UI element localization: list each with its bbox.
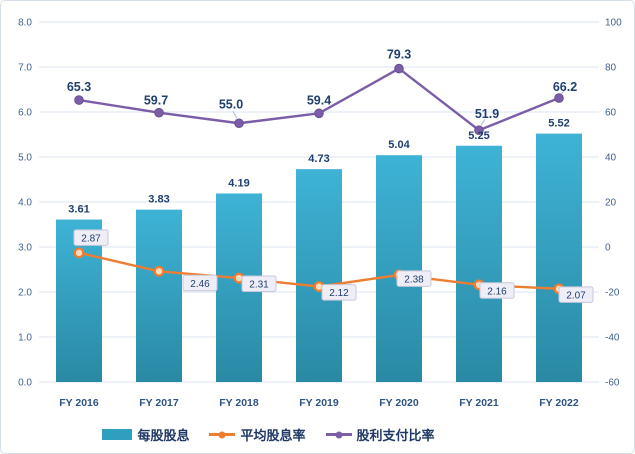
x-tick-label: FY 2018 (219, 397, 259, 409)
y-right-tick-label: -20 (605, 288, 620, 299)
avg-dividend-yield-label-box (558, 286, 594, 303)
y-right-tick-label: 100 (605, 18, 622, 29)
legend-item-average-dividend-yield: 平均股息率 (209, 425, 306, 444)
legend-label-average-dividend-yield: 平均股息率 (240, 428, 306, 443)
avg-dividend-yield-label-box (182, 274, 218, 292)
chart-legend: 每股股息 平均股息率 股利支付比率 (1, 425, 585, 444)
label-leader-line (480, 118, 486, 126)
avg-dividend-yield-label-box (479, 282, 515, 299)
payout-ratio-marker (154, 107, 164, 118)
x-tick-label: FY 2019 (299, 397, 339, 409)
avg-dividend-yield-label-box (73, 229, 109, 246)
y-left-tick-label: 6.0 (18, 108, 32, 119)
payout-ratio-marker (314, 108, 324, 119)
y-right-tick-label: 60 (605, 108, 617, 119)
avg-dividend-yield-label-box (241, 275, 277, 293)
bar-value-label: 4.19 (228, 177, 249, 189)
x-tick-label: FY 2020 (379, 397, 419, 409)
bar (456, 145, 502, 382)
avg-dividend-yield-value-label: 2.46 (190, 279, 210, 290)
bar-value-label: 5.04 (388, 139, 410, 151)
bar-value-label: 3.83 (148, 194, 169, 206)
label-leader-line (560, 90, 565, 95)
payout-ratio-marker (474, 125, 484, 136)
chart-plot-area: 65.3 59.7 55.0 59.4 79.3 51.9 66.2 3.61 3.83 4.19… (18, 18, 622, 410)
payout-ratio-value-label: 51.9 (475, 107, 499, 121)
bar (376, 155, 422, 382)
bar (136, 209, 182, 382)
y-left-tick-label: 3.0 (18, 243, 32, 254)
bar-value-label: 5.52 (548, 118, 569, 130)
orange-line-swatch (209, 431, 236, 438)
avg-dividend-yield-marker (73, 247, 85, 259)
avg-dividend-yield-value-label: 2.12 (329, 288, 349, 299)
y-right-tick-label: -60 (605, 378, 620, 389)
avg-dividend-yield-label-box (396, 270, 432, 287)
payout-ratio-marker (394, 63, 404, 74)
avg-dividend-yield-label-box (321, 284, 357, 301)
payout-ratio-marker (554, 93, 564, 103)
payout-ratio-marker (74, 95, 84, 105)
bar-value-label: 5.25 (468, 130, 489, 142)
payout-ratio-value-label: 59.4 (307, 93, 331, 107)
payout-ratio-value-label: 59.7 (144, 94, 168, 108)
bar (56, 219, 102, 382)
legend-label-payout-ratio: 股利支付比率 (356, 428, 435, 443)
avg-dividend-yield-value-label: 2.31 (249, 280, 269, 291)
avg-dividend-yield-marker (153, 265, 165, 277)
y-right-tick-label: 20 (605, 198, 617, 209)
y-right-tick-label: 40 (605, 153, 617, 164)
y-right-tick-label: -40 (605, 333, 620, 344)
bar-value-label: 4.73 (308, 153, 329, 165)
payout-ratio-value-label: 65.3 (67, 80, 91, 94)
x-tick-label: FY 2017 (139, 397, 179, 409)
bar-value-label: 3.61 (68, 204, 89, 216)
orange-marker-icon (218, 431, 226, 438)
purple-line-swatch (325, 431, 352, 438)
avg-dividend-yield-value-label: 2.16 (487, 286, 507, 297)
bar-series-swatch (102, 429, 133, 440)
bar (536, 133, 582, 382)
payout-ratio-value-label: 79.3 (387, 48, 411, 62)
y-left-tick-label: 5.0 (18, 153, 32, 164)
legend-item-dividend-per-share: 每股股息 (102, 425, 189, 444)
x-tick-label: FY 2016 (59, 397, 99, 409)
bar (296, 169, 342, 382)
payout-ratio-value-label: 66.2 (553, 80, 577, 94)
avg-dividend-yield-value-label: 2.38 (404, 275, 424, 286)
y-right-tick-label: 0 (605, 243, 611, 254)
legend-label-dividend-per-share: 每股股息 (137, 428, 190, 443)
y-left-tick-label: 0.0 (18, 378, 32, 389)
y-left-tick-label: 8.0 (18, 18, 32, 29)
payout-ratio-value-label: 55.0 (219, 97, 243, 111)
y-left-tick-label: 4.0 (18, 198, 32, 209)
y-left-tick-label: 7.0 (18, 63, 32, 74)
y-left-tick-label: 2.0 (18, 288, 32, 299)
avg-dividend-yield-value-label: 2.07 (566, 290, 586, 301)
x-tick-label: FY 2021 (459, 397, 499, 409)
label-leader-line (232, 111, 238, 119)
payout-ratio-marker (234, 118, 244, 129)
y-right-tick-label: 80 (605, 63, 617, 74)
avg-dividend-yield-value-label: 2.87 (81, 233, 101, 244)
purple-marker-icon (335, 431, 342, 438)
x-tick-label: FY 2022 (539, 397, 579, 409)
y-left-tick-label: 1.0 (18, 333, 32, 344)
legend-item-payout-ratio: 股利支付比率 (325, 425, 435, 444)
